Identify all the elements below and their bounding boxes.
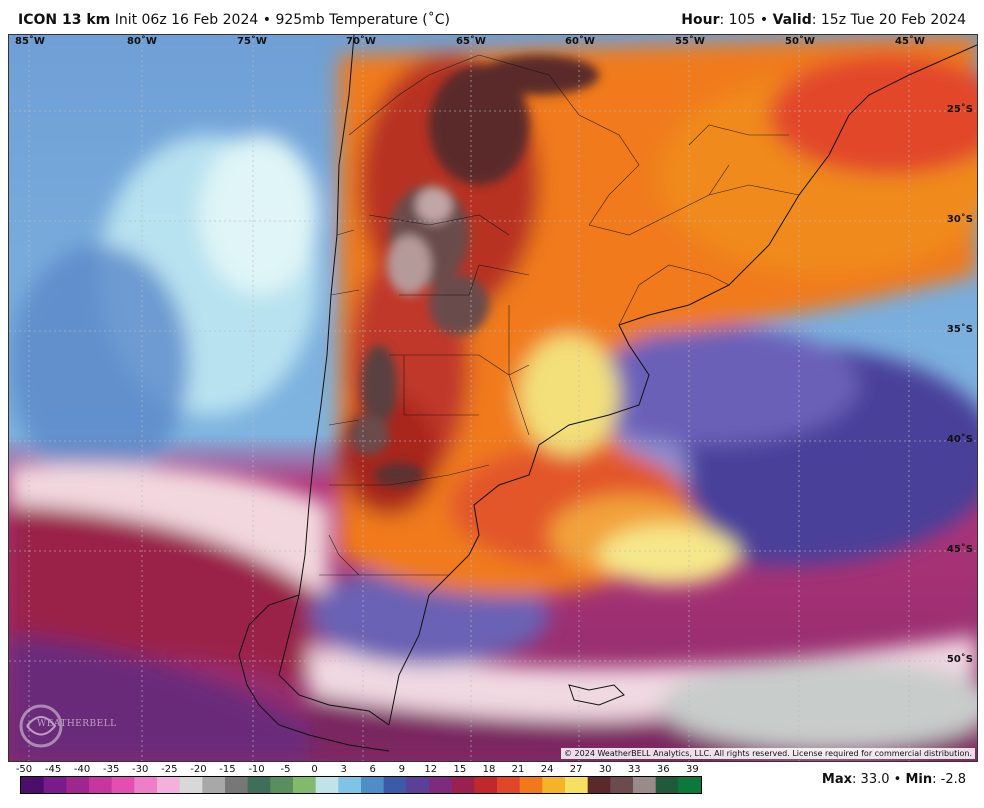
- colorbar-tick-label: 30: [598, 764, 612, 775]
- colorbar-tick-label: 27: [569, 764, 583, 775]
- copyright-notice: © 2024 WeatherBELL Analytics, LLC. All r…: [561, 748, 975, 759]
- colorbar-tick-label: -5: [280, 764, 291, 775]
- colorbar-tick-label: -40: [73, 764, 91, 775]
- temperature-colorbar: [20, 776, 702, 794]
- colorbar-swatch: [451, 777, 475, 793]
- colorbar-tick-label: 0: [311, 764, 318, 775]
- colorbar-tick-label: 39: [686, 764, 699, 775]
- min-value: : -2.8: [932, 772, 966, 787]
- colorbar-tick-label: 33: [627, 764, 641, 775]
- colorbar-swatch: [21, 777, 45, 793]
- weatherbell-logo: WEATHERBELL: [17, 703, 116, 749]
- colorbar-tick-label: 12: [424, 764, 438, 775]
- max-min-readout: Max: 33.0 • Min: -2.8: [822, 772, 966, 787]
- colorbar-swatch: [678, 777, 701, 793]
- colorbar-tick-label: -50: [15, 764, 33, 775]
- header: ICON 13 km Init 06z 16 Feb 2024 • 925mb …: [0, 0, 984, 34]
- logo-text: WEATHERBELL: [37, 719, 117, 729]
- colorbar-swatch: [429, 777, 453, 793]
- chart-title: ICON 13 km Init 06z 16 Feb 2024 • 925mb …: [18, 12, 450, 28]
- colorbar-swatch: [247, 777, 271, 793]
- colorbar-swatch: [610, 777, 634, 793]
- valid-separator: •: [759, 12, 769, 28]
- colorbar-tick-label: 9: [398, 764, 405, 775]
- colorbar-tick-label: -30: [132, 764, 149, 775]
- political-borders: [319, 54, 800, 576]
- init-time: Init 06z 16 Feb 2024: [114, 12, 259, 28]
- colorbar-swatch: [633, 777, 657, 793]
- max-value: : 33.0: [852, 772, 890, 787]
- colorbar-swatch: [474, 777, 498, 793]
- colorbar-swatch: [179, 777, 203, 793]
- colorbar-tick-label: -45: [44, 764, 62, 775]
- hour-label: Hour: [681, 12, 720, 28]
- colorbar-tick-label: 24: [540, 764, 554, 775]
- coastlines: [238, 35, 977, 752]
- colorbar-tick-label: 36: [656, 764, 670, 775]
- title-separator: •: [262, 12, 271, 28]
- colorbar-swatch: [587, 777, 611, 793]
- colorbar-swatch: [134, 777, 158, 793]
- min-label: Min: [905, 772, 933, 787]
- model-name: ICON 13 km: [18, 12, 111, 28]
- logo-swirl-icon: [19, 704, 63, 748]
- colorbar-swatch: [383, 777, 407, 793]
- colorbar-swatch: [565, 777, 589, 793]
- colorbar-swatch: [111, 777, 135, 793]
- colorbar-swatch: [157, 777, 181, 793]
- colorbar-swatch: [225, 777, 249, 793]
- colorbar-swatch: [519, 777, 543, 793]
- colorbar-tick-label: -20: [190, 764, 207, 775]
- colorbar-tick-label: 3: [340, 764, 347, 775]
- colorbar-swatch: [361, 777, 385, 793]
- colorbar-swatch: [66, 777, 90, 793]
- colorbar-tick-label: -10: [248, 764, 265, 775]
- stats-separator: •: [893, 772, 902, 787]
- field-name: 925mb Temperature (˚C): [275, 12, 450, 28]
- colorbar-swatch: [315, 777, 339, 793]
- colorbar-tick-label: -25: [161, 764, 178, 775]
- hot-cores: [349, 55, 599, 487]
- colorbar-swatch: [270, 777, 294, 793]
- valid-value: : 15z Tue 20 Feb 2024: [811, 12, 966, 28]
- colorbar-tick-label: 6: [369, 764, 376, 775]
- graticule: [9, 35, 977, 761]
- colorbar-tick-label: 15: [453, 764, 467, 775]
- hour-value: : 105: [719, 12, 756, 28]
- colorbar-swatch: [655, 777, 679, 793]
- valid-time-info: Hour: 105 • Valid: 15z Tue 20 Feb 2024: [681, 12, 966, 28]
- colorbar-tick-label: 21: [511, 764, 525, 775]
- colorbar-swatch: [338, 777, 362, 793]
- map-canvas: [9, 35, 977, 761]
- colorbar-tick-label: 18: [482, 764, 496, 775]
- colorbar-swatch: [202, 777, 226, 793]
- valid-label: Valid: [772, 12, 812, 28]
- temperature-map: 85˚W 80˚W 75˚W 70˚W 65˚W 60˚W 55˚W 50˚W …: [8, 34, 978, 762]
- max-label: Max: [821, 772, 853, 787]
- colorbar-swatch: [293, 777, 317, 793]
- colorbar-swatch: [406, 777, 430, 793]
- colorbar-ticks: -50 -45 -40 -35 -30 -25 -20 -15 -10 -5 0 3 6 9 12 15 18 2…: [16, 764, 700, 776]
- colorbar-tick-label: -15: [219, 764, 236, 775]
- colorbar-swatch: [89, 777, 113, 793]
- colorbar-tick-label: -35: [103, 764, 120, 775]
- colorbar-swatch: [497, 777, 521, 793]
- colorbar-swatch: [43, 777, 67, 793]
- colorbar-swatch: [542, 777, 566, 793]
